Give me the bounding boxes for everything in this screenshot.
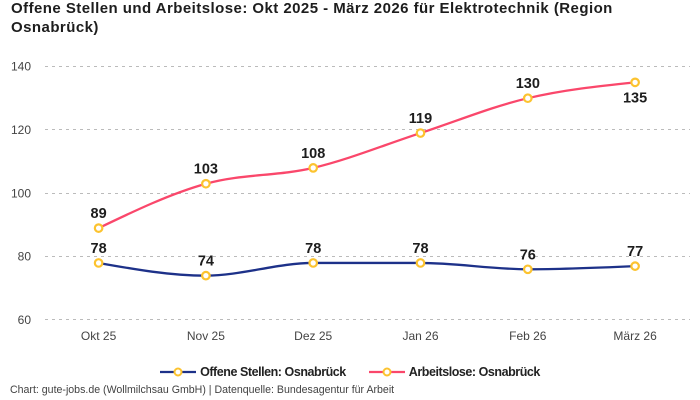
svg-text:140: 140 [11, 60, 31, 74]
svg-text:130: 130 [516, 76, 540, 92]
svg-text:89: 89 [91, 206, 107, 222]
svg-text:78: 78 [305, 241, 321, 257]
svg-text:März 26: März 26 [613, 329, 657, 343]
svg-text:78: 78 [91, 241, 107, 257]
svg-text:77: 77 [627, 244, 643, 260]
svg-text:76: 76 [520, 247, 536, 263]
svg-text:135: 135 [623, 90, 647, 106]
svg-text:Nov 25: Nov 25 [187, 329, 225, 343]
svg-text:108: 108 [301, 146, 325, 162]
svg-text:60: 60 [18, 313, 32, 327]
svg-text:Okt 25: Okt 25 [81, 329, 117, 343]
svg-text:100: 100 [11, 186, 31, 200]
svg-text:120: 120 [11, 123, 31, 137]
svg-text:103: 103 [194, 162, 218, 178]
svg-text:119: 119 [409, 111, 432, 127]
svg-text:78: 78 [412, 241, 428, 257]
svg-text:Jan 26: Jan 26 [402, 329, 438, 343]
svg-text:80: 80 [18, 250, 32, 264]
svg-text:Dez 25: Dez 25 [294, 329, 332, 343]
svg-text:Feb 26: Feb 26 [509, 329, 547, 343]
svg-text:74: 74 [198, 254, 214, 270]
